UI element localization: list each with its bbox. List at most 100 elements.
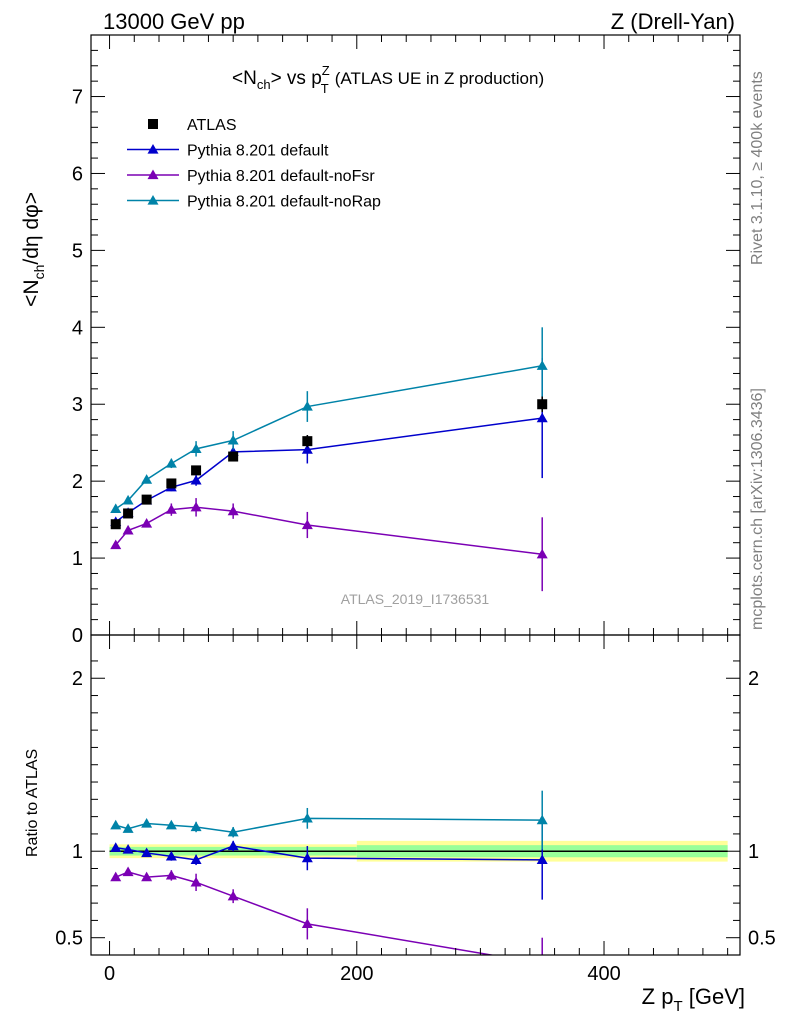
ratio-y-tick-label-left: 2 [72, 668, 83, 690]
ratio-point-default [227, 840, 239, 851]
point-noRap [141, 474, 153, 484]
main-y-tick-label: 0 [72, 625, 83, 647]
ratio-point-noFsr [227, 890, 239, 901]
main-y-tick-label: 2 [72, 471, 83, 493]
main-y-tick-label: 4 [72, 317, 83, 339]
title-p-sup: Z [322, 63, 330, 78]
ratio-y-axis-label: Ratio to ATLAS [24, 749, 41, 857]
legend-marker-data [148, 119, 158, 129]
point-data [537, 399, 548, 410]
ratio-point-noFsr [122, 866, 134, 877]
legend-label-noFsr: Pythia 8.201 default-noFsr [187, 168, 375, 185]
legend-marker-default [147, 144, 159, 154]
ratio-axes-layer: 0.5 0.5 1 1 2 2 0 200 400 [55, 634, 776, 985]
point-noRap [190, 443, 202, 453]
main-markers-layer [110, 327, 548, 592]
ratio-point-noRap [122, 823, 134, 833]
x-tick-label: 200 [340, 963, 373, 985]
ylabel-part2: /dη dφ> [20, 192, 43, 265]
point-noRap [165, 457, 177, 468]
ratio-y-tick-label-right: 2 [748, 668, 759, 690]
main-axes-layer: 0 1 2 3 4 5 6 7 [72, 34, 741, 647]
ratio-point-noRap [227, 826, 239, 837]
ratio-point-noRap [110, 819, 122, 830]
point-noFsr [190, 501, 202, 512]
line-noFsr [115, 506, 543, 555]
ratio-point-default [122, 843, 134, 854]
ratio-point-noFsr [141, 871, 153, 882]
ratio-y-tick-label-left: 0.5 [55, 928, 83, 950]
x-tick-label: 0 [104, 963, 115, 985]
main-panel: 0 1 2 3 4 5 6 7 [72, 34, 741, 647]
ratio-point-default [301, 852, 313, 863]
point-default [301, 444, 313, 454]
title-sub: ch [257, 77, 271, 92]
ratio-point-noFsr [301, 918, 313, 928]
point-noRap [227, 434, 239, 445]
ratio-panel: 0.5 0.5 1 1 2 2 0 200 400 [55, 634, 776, 985]
point-noFsr [227, 505, 239, 516]
point-data [228, 451, 239, 462]
header-left: 13000 GeV pp [103, 9, 245, 34]
ratio-frame [90, 634, 741, 956]
title-mid: > vs p [271, 68, 322, 89]
point-noFsr [122, 524, 134, 535]
ratio-point-default [110, 842, 122, 852]
point-noRap [122, 494, 134, 505]
line-noRap [115, 365, 543, 510]
point-noRap [110, 503, 122, 513]
ratio-line-noRap [115, 817, 543, 833]
point-noFsr [141, 517, 153, 528]
title-p-sub: T [321, 81, 329, 96]
ratio-point-noRap [141, 818, 153, 828]
main-y-tick-label: 7 [72, 87, 83, 109]
ratio-point-default [536, 854, 548, 864]
point-data [123, 508, 134, 519]
ratio-y-tick-label-right: 1 [748, 841, 759, 863]
legend-marker-noRap [147, 195, 159, 205]
legend-marker-noFsr [147, 169, 159, 180]
ratio-curves-layer [115, 817, 543, 955]
point-noFsr [536, 548, 548, 559]
point-noFsr [301, 519, 313, 530]
point-noFsr [110, 539, 122, 550]
point-data [302, 436, 313, 447]
xlabel-sub: T [673, 998, 682, 1015]
ratio-point-noFsr [190, 876, 202, 887]
xlabel-part1: Z p [642, 984, 674, 1009]
ratio-point-noRap [190, 821, 202, 832]
point-data [191, 465, 202, 476]
ratio-markers-layer [110, 790, 548, 968]
title-prefix: <N [232, 68, 257, 89]
plot-title: <Nch> vs pZ T (ATLAS UE in Z production) [232, 63, 544, 96]
ratio-point-noFsr [165, 869, 177, 880]
main-y-tick-label: 3 [72, 394, 83, 416]
ratio-point-default [141, 847, 153, 858]
point-default [536, 412, 548, 423]
xlabel-part2: [GeV] [683, 984, 745, 1009]
line-default [115, 417, 543, 523]
legend: ATLAS Pythia 8.201 default Pythia 8.201 de… [127, 117, 381, 211]
legend-label-data: ATLAS [187, 117, 237, 134]
legend-label-noRap: Pythia 8.201 default-noRap [187, 194, 381, 211]
ratio-point-noRap [536, 814, 548, 825]
main-y-tick-label: 5 [72, 240, 83, 262]
point-noFsr [165, 504, 177, 514]
side-text-top: Rivet 3.1.10, ≥ 400k events [749, 71, 766, 265]
main-y-axis-label: <Nch/dη dφ> [20, 192, 47, 307]
main-y-tick-label: 6 [72, 163, 83, 185]
ratio-point-noFsr [537, 958, 548, 968]
side-text-bottom: mcplots.cern.ch [arXiv:1306.3436] [749, 388, 766, 630]
main-curves-layer [115, 365, 543, 555]
legend-label-default: Pythia 8.201 default [187, 143, 329, 160]
point-noRap [536, 360, 548, 370]
ratio-point-noFsr [110, 871, 122, 882]
title-suffix: (ATLAS UE in Z production) [335, 69, 544, 88]
header-right: Z (Drell-Yan) [611, 9, 735, 34]
x-tick-label: 400 [587, 963, 620, 985]
ratio-y-tick-label-left: 1 [72, 841, 83, 863]
ratio-y-tick-label-right: 0.5 [748, 928, 776, 950]
point-data [110, 519, 121, 530]
ratio-line-noFsr [115, 871, 496, 955]
ratio-point-default [165, 850, 177, 861]
